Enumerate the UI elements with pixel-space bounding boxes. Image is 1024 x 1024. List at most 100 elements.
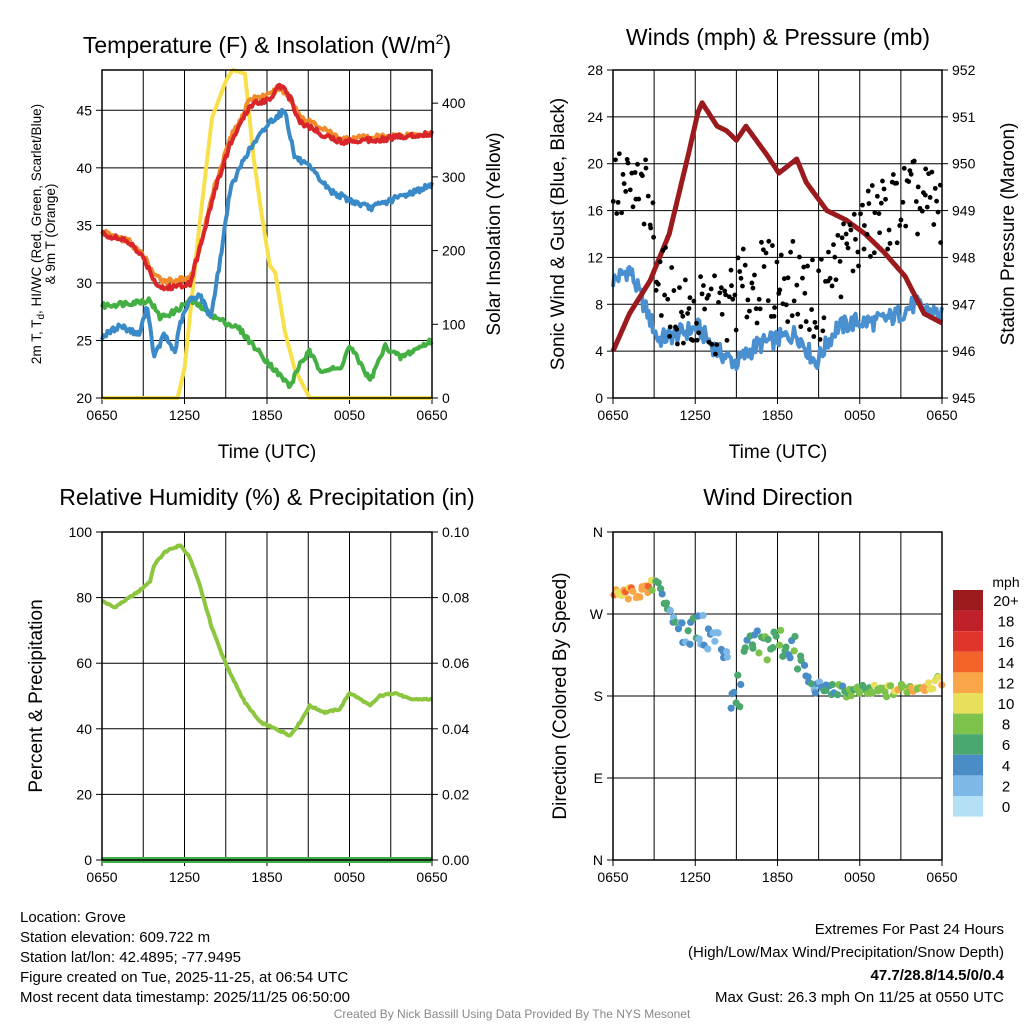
gust-point (726, 294, 732, 300)
direction-point (839, 682, 847, 690)
series-station-pressure (610, 100, 944, 353)
y-tick-label: S (594, 688, 603, 704)
gust-point (641, 221, 647, 227)
gust-point (669, 265, 675, 270)
gust-point (621, 181, 627, 186)
direction-point (749, 644, 757, 652)
y2-tick-label: 0.04 (442, 721, 469, 737)
y-tick-label: 28 (587, 62, 603, 78)
y-tick-label: 25 (76, 332, 92, 348)
colorbar-label: 14 (998, 655, 1015, 672)
plot-panel-1: 0 4 8 12 16 20 24 28 945 946 947 948 949 950 951 952 065… (587, 62, 975, 423)
gust-point (880, 178, 885, 184)
winds-title: Winds (mph) & Pressure (mb) (626, 24, 930, 50)
gust-point (657, 259, 663, 265)
gust-point (932, 185, 938, 191)
direction-ylabel: Direction (Colored By Speed) (550, 572, 571, 819)
gust-point (627, 187, 633, 193)
direction-point (763, 656, 771, 664)
gust-point (874, 193, 880, 199)
colorbar-label: 12 (998, 675, 1015, 692)
gust-point (713, 351, 718, 357)
gust-point (723, 292, 729, 298)
gust-point (716, 299, 721, 305)
direction-point (723, 653, 731, 661)
gust-point (745, 297, 751, 303)
temperature-title: Temperature (F) & Insolation (W/m2) (83, 31, 451, 58)
direction-point (808, 680, 816, 688)
direction-point (674, 625, 683, 633)
gust-point (923, 166, 929, 172)
gust-point (722, 288, 728, 294)
gust-point (816, 268, 822, 274)
gust-point (772, 305, 778, 311)
colorbar-swatch (953, 610, 983, 632)
gust-point (717, 290, 723, 296)
gust-point (885, 246, 891, 252)
gust-point (729, 283, 734, 289)
gust-point (887, 241, 893, 246)
direction-point (753, 627, 761, 635)
gust-point (807, 327, 812, 332)
y-tick-label: 4 (595, 343, 603, 359)
y-tick-label: 0 (84, 852, 92, 868)
y2-tick-label: 949 (952, 203, 976, 219)
gust-point (869, 183, 875, 188)
gust-point (872, 210, 878, 216)
direction-point (924, 679, 933, 687)
gust-point (829, 283, 835, 289)
direction-point (868, 689, 877, 697)
gust-point (712, 273, 717, 279)
gust-point (913, 199, 919, 204)
gust-point (801, 264, 807, 270)
gust-point (613, 157, 618, 163)
gust-point (798, 324, 804, 330)
y2-tick-label: 945 (952, 390, 976, 406)
gust-point (737, 269, 743, 274)
gust-point (831, 242, 836, 248)
gust-point (907, 168, 913, 174)
direction-point (755, 649, 763, 657)
temperature-ylabel: 2m T, Td, HI/WC (Red, Green, Scarlet/Blu… (29, 104, 47, 364)
direction-point (782, 643, 790, 651)
y-tick-label: 20 (587, 156, 603, 172)
gust-point (897, 223, 903, 228)
y2-tick-label: 946 (952, 343, 976, 359)
x-tick-label: 1250 (169, 407, 200, 423)
plot-panel-2: 0 20 40 60 80 100 0.00 0.02 0.04 0.06 0.08 0.10 0650… (69, 524, 470, 885)
colorbar-swatch (953, 754, 983, 776)
gust-point (886, 227, 892, 233)
gust-point (619, 210, 625, 216)
credit-text: Created By Nick Bassill Using Data Provi… (334, 1007, 691, 1021)
gust-point (876, 211, 882, 216)
direction-point (777, 626, 785, 634)
gust-point (658, 313, 664, 318)
direction-point (624, 595, 632, 603)
series-9m-t (100, 84, 433, 286)
gust-point (848, 227, 854, 233)
gust-point (753, 306, 759, 312)
gust-point (790, 238, 796, 244)
y-tick-label: 20 (76, 786, 92, 802)
gust-point (632, 170, 638, 175)
gust-point (809, 307, 815, 312)
gust-point (687, 295, 693, 301)
gust-point (915, 184, 921, 190)
y-tick-label: 16 (587, 203, 603, 219)
y-tick-label: 40 (76, 721, 92, 737)
gust-point (708, 286, 714, 292)
gust-point (677, 285, 682, 291)
gust-point (844, 241, 850, 247)
y-tick-label: 40 (76, 160, 92, 176)
direction-point (636, 593, 644, 601)
gust-point (674, 326, 680, 332)
direction-point (786, 654, 794, 662)
gust-point (759, 239, 764, 245)
gust-point (735, 255, 741, 261)
direction-point (737, 680, 745, 689)
gust-point (691, 298, 697, 304)
colorbar-swatch (953, 734, 983, 755)
gust-point (742, 262, 748, 268)
gust-point (821, 315, 827, 321)
